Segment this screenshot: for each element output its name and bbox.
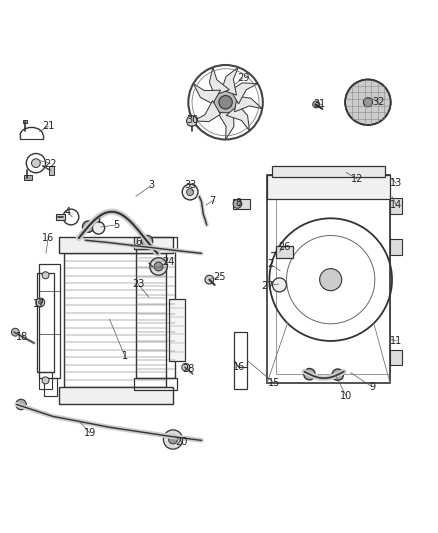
Text: 2: 2 [268,260,274,269]
Text: 24: 24 [162,257,175,267]
Text: 30: 30 [187,115,199,125]
Circle shape [304,368,315,380]
Bar [276,174,390,374]
Polygon shape [193,84,220,104]
Circle shape [313,101,320,108]
Circle shape [272,278,286,292]
Polygon shape [231,83,258,104]
Text: 28: 28 [182,365,194,374]
Text: 8: 8 [236,198,242,208]
Circle shape [187,116,197,126]
Polygon shape [234,96,262,112]
Text: 3: 3 [148,181,154,190]
Text: 32: 32 [373,97,385,107]
Text: 12: 12 [351,174,363,184]
Text: 14: 14 [390,200,403,210]
Circle shape [42,272,49,279]
Text: 17: 17 [33,298,46,309]
Circle shape [163,430,183,449]
Bar [56,214,65,220]
Text: 1: 1 [122,351,128,361]
Bar [134,237,177,249]
Polygon shape [222,67,238,95]
Bar [23,120,27,123]
Text: 29: 29 [237,73,249,83]
Circle shape [11,328,19,336]
Text: 27: 27 [261,281,273,291]
Circle shape [39,301,42,304]
Text: 18: 18 [16,332,28,342]
Circle shape [16,399,26,410]
Circle shape [182,184,198,200]
Bar [134,378,177,391]
Polygon shape [209,67,230,95]
Bar [136,249,175,378]
Bar [37,273,54,372]
Bar [234,332,247,389]
Circle shape [169,435,177,444]
Text: 31: 31 [314,100,326,109]
Bar [272,166,385,177]
Circle shape [36,298,45,307]
Text: 21: 21 [42,122,54,131]
Circle shape [92,222,105,234]
Circle shape [345,79,391,125]
Bar [276,246,293,258]
Bar [64,253,166,387]
Text: 13: 13 [390,178,403,188]
Text: 11: 11 [390,336,403,346]
Circle shape [182,364,190,371]
Text: 33: 33 [184,181,197,190]
Text: 19: 19 [84,428,96,438]
Bar [267,174,390,199]
Bar [59,237,173,253]
Text: 15: 15 [268,377,280,387]
Circle shape [82,221,94,232]
Circle shape [205,275,214,284]
Text: 25: 25 [213,272,225,282]
Text: 4: 4 [65,207,71,217]
Circle shape [320,269,342,290]
Text: 9: 9 [369,382,375,392]
Circle shape [214,90,237,114]
Text: 5: 5 [113,220,119,230]
Bar [267,174,390,383]
Bar [44,378,57,395]
Text: 26: 26 [279,242,291,252]
Polygon shape [193,101,220,122]
Text: 23: 23 [132,279,144,289]
Bar [233,199,250,209]
Bar [169,300,185,361]
Bar [49,166,54,174]
Circle shape [187,189,194,196]
Text: 20: 20 [176,437,188,447]
Circle shape [364,98,372,107]
Circle shape [332,369,343,381]
Text: 22: 22 [44,159,57,168]
Bar [59,387,173,403]
Text: 16: 16 [233,362,245,372]
Bar [390,239,402,255]
Circle shape [141,236,153,247]
Circle shape [150,258,167,275]
Text: 6: 6 [135,237,141,247]
Bar [24,175,32,180]
Bar [390,198,402,214]
Text: 16: 16 [42,233,54,243]
Circle shape [154,262,163,271]
Text: 10: 10 [340,391,352,401]
Polygon shape [218,112,234,140]
Bar [39,264,60,378]
Bar [390,350,402,366]
Circle shape [219,95,232,109]
Polygon shape [226,105,250,131]
Circle shape [42,377,49,384]
Bar [39,372,52,389]
Circle shape [32,159,40,167]
Circle shape [233,199,242,208]
Text: 7: 7 [209,196,215,206]
